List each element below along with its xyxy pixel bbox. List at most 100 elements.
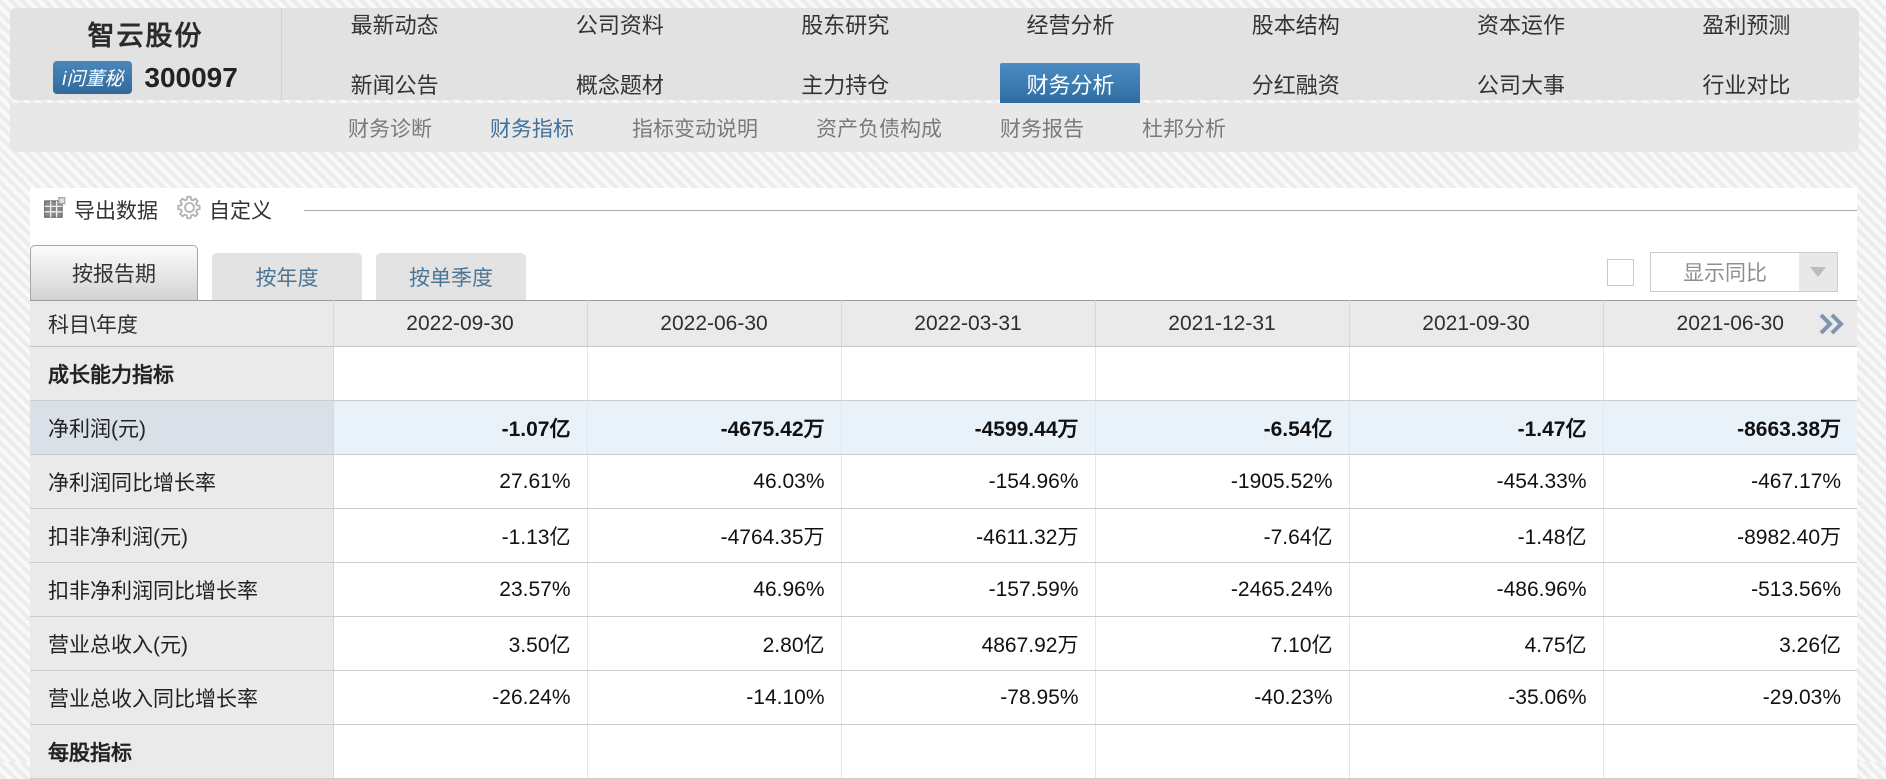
customize-button[interactable]: 自定义: [176, 194, 272, 226]
main-nav-item[interactable]: 行业对比: [1634, 55, 1859, 113]
main-nav-item-label: 新闻公告: [350, 73, 439, 98]
cell-value: -14.10%: [587, 670, 842, 725]
row-label: 净利润同比增长率: [30, 454, 334, 509]
main-nav-item[interactable]: 财务分析: [958, 55, 1183, 113]
cell-value: -4611.32万: [841, 508, 1096, 563]
company-block: 智云股份 i问董秘 300097: [10, 8, 282, 100]
cell-value: [1349, 346, 1604, 401]
cell-value: -1.07亿: [333, 400, 588, 455]
sub-nav: 财务诊断 财务指标 指标变动说明 资产负债构成 财务报告 杜邦分析: [10, 103, 1859, 152]
main-nav-item[interactable]: 股东研究: [733, 0, 958, 53]
main-nav-item-label: 公司大事: [1477, 73, 1566, 98]
toolbar-divider: [304, 209, 1857, 211]
main-nav-item[interactable]: 股本结构: [1183, 0, 1408, 53]
cell-value: [1349, 724, 1604, 779]
ask-secretary-badge[interactable]: i问董秘: [53, 61, 133, 94]
row-label: 扣非净利润同比增长率: [30, 562, 334, 617]
cell-value: -4599.44万: [841, 400, 1096, 455]
table-row: 扣非净利润(元) -1.13亿 -4764.35万 -4611.32万 -7.64亿 -1…: [30, 508, 1857, 563]
excel-export-icon: [42, 195, 68, 226]
cell-value: -26.24%: [333, 670, 588, 725]
period-tab[interactable]: 按年度: [212, 253, 362, 300]
main-nav-row: 新闻公告 概念题材 主力持仓 财务分析 分红融资 公司大事 行业对比: [282, 55, 1859, 113]
main-nav-item-label: 盈利预测: [1702, 13, 1791, 38]
main-nav-item-label: 经营分析: [1026, 13, 1115, 38]
cell-value: -154.96%: [841, 454, 1096, 509]
main-nav-item-label: 股东研究: [801, 13, 890, 38]
row-label: 营业总收入(元): [30, 616, 334, 671]
cell-value: -513.56%: [1603, 562, 1857, 617]
table-row: 营业总收入(元) 3.50亿 2.80亿 4867.92万 7.10亿 4.75亿 3.26…: [30, 616, 1857, 671]
period-tabs: 按报告期 按年度 按单季度: [30, 245, 526, 300]
chevron-down-icon: [1799, 253, 1837, 291]
main-nav-item[interactable]: 最新动态: [282, 0, 507, 53]
subnav-item[interactable]: 资产负债构成: [816, 117, 942, 141]
main-nav-row: 最新动态 公司资料 股东研究 经营分析 股本结构 资本运作 盈利预测: [282, 0, 1859, 53]
main-nav-item[interactable]: 资本运作: [1408, 0, 1633, 53]
subnav-item[interactable]: 财务诊断: [348, 117, 432, 141]
tabs-row: 按报告期 按年度 按单季度 显示同比: [30, 242, 1857, 300]
show-yoy-checkbox[interactable]: [1607, 258, 1634, 286]
main-nav-item[interactable]: 新闻公告: [282, 55, 507, 113]
stock-header: 智云股份 i问董秘 300097 最新动态 公司资料 股东研究 经营分析 股本结构 资本运…: [10, 8, 1859, 105]
main-nav-item-label: 最新动态: [350, 13, 439, 38]
company-name: 智云股份: [87, 21, 204, 51]
main-nav-item-label: 资本运作: [1477, 13, 1566, 38]
cell-value: 4867.92万: [841, 616, 1096, 671]
table-row: 净利润同比增长率 27.61% 46.03% -154.96% -1905.52% -45…: [30, 454, 1857, 509]
cell-value: 7.10亿: [1095, 616, 1350, 671]
period-tab[interactable]: 按报告期: [30, 245, 198, 300]
main-nav-item[interactable]: 概念题材: [507, 55, 732, 113]
table-header-row: 科目\年度 2022-09-30 2022-06-30 2022-03-31 2021-…: [30, 300, 1857, 347]
cell-value: -8663.38万: [1603, 400, 1857, 455]
main-nav-item[interactable]: 公司大事: [1408, 55, 1633, 113]
subnav-item[interactable]: 指标变动说明: [632, 117, 758, 141]
cell-value: 46.03%: [587, 454, 842, 509]
cell-value: -7.64亿: [1095, 508, 1350, 563]
table-column-header: 2021-09-30: [1349, 300, 1604, 347]
cell-value: -1.13亿: [333, 508, 588, 563]
cell-value: [1603, 724, 1857, 779]
show-yoy-dropdown[interactable]: 显示同比: [1650, 252, 1838, 292]
subnav-item[interactable]: 杜邦分析: [1142, 117, 1226, 141]
cell-value: [333, 346, 588, 401]
main-nav-item-label: 行业对比: [1702, 73, 1791, 98]
row-label: 每股指标: [30, 724, 334, 779]
toolbar: 导出数据 自定义: [30, 188, 1857, 232]
cell-value: [841, 724, 1096, 779]
cell-value: -4764.35万: [587, 508, 842, 563]
cell-value: -4675.42万: [587, 400, 842, 455]
cell-value: -8982.40万: [1603, 508, 1857, 563]
cell-value: -1905.52%: [1095, 454, 1350, 509]
main-nav-item[interactable]: 主力持仓: [733, 55, 958, 113]
cell-value: -40.23%: [1095, 670, 1350, 725]
row-label: 成长能力指标: [30, 346, 334, 401]
cell-value: [841, 346, 1096, 401]
table-column-header: 2021-06-30: [1603, 300, 1857, 347]
main-nav-item[interactable]: 公司资料: [507, 0, 732, 53]
cell-value: [1095, 724, 1350, 779]
main-nav-item-label: 分红融资: [1251, 73, 1340, 98]
more-columns-icon[interactable]: [1817, 313, 1847, 335]
main-nav-item[interactable]: 盈利预测: [1634, 0, 1859, 53]
main-nav-item[interactable]: 经营分析: [958, 0, 1183, 53]
right-controls: 显示同比: [1607, 252, 1838, 300]
row-label: 营业总收入同比增长率: [30, 670, 334, 725]
dropdown-label: 显示同比: [1683, 262, 1767, 285]
subnav-item[interactable]: 财务指标: [490, 117, 574, 141]
row-label: 扣非净利润(元): [30, 508, 334, 563]
cell-value: 3.50亿: [333, 616, 588, 671]
cell-value: 3.26亿: [1603, 616, 1857, 671]
period-tab[interactable]: 按单季度: [376, 253, 526, 300]
table-row: 净利润(元) -1.07亿 -4675.42万 -4599.44万 -6.54亿 -1.4…: [30, 400, 1857, 455]
table-row: 每股指标: [30, 724, 1857, 779]
cell-value: 4.75亿: [1349, 616, 1604, 671]
content-panel: 导出数据 自定义 按报告期 按年度 按单季度 显示同比 科目\年度 2022-09-3…: [30, 188, 1857, 779]
cell-value: -1.47亿: [1349, 400, 1604, 455]
table-row: 营业总收入同比增长率 -26.24% -14.10% -78.95% -40.23% -3…: [30, 670, 1857, 725]
export-data-button[interactable]: 导出数据: [42, 195, 158, 226]
table-column-header: 2022-06-30: [587, 300, 842, 347]
main-nav-item[interactable]: 分红融资: [1183, 55, 1408, 113]
subnav-item[interactable]: 财务报告: [1000, 117, 1084, 141]
financial-indicators-table: 科目\年度 2022-09-30 2022-06-30 2022-03-31 2021-…: [30, 300, 1857, 779]
